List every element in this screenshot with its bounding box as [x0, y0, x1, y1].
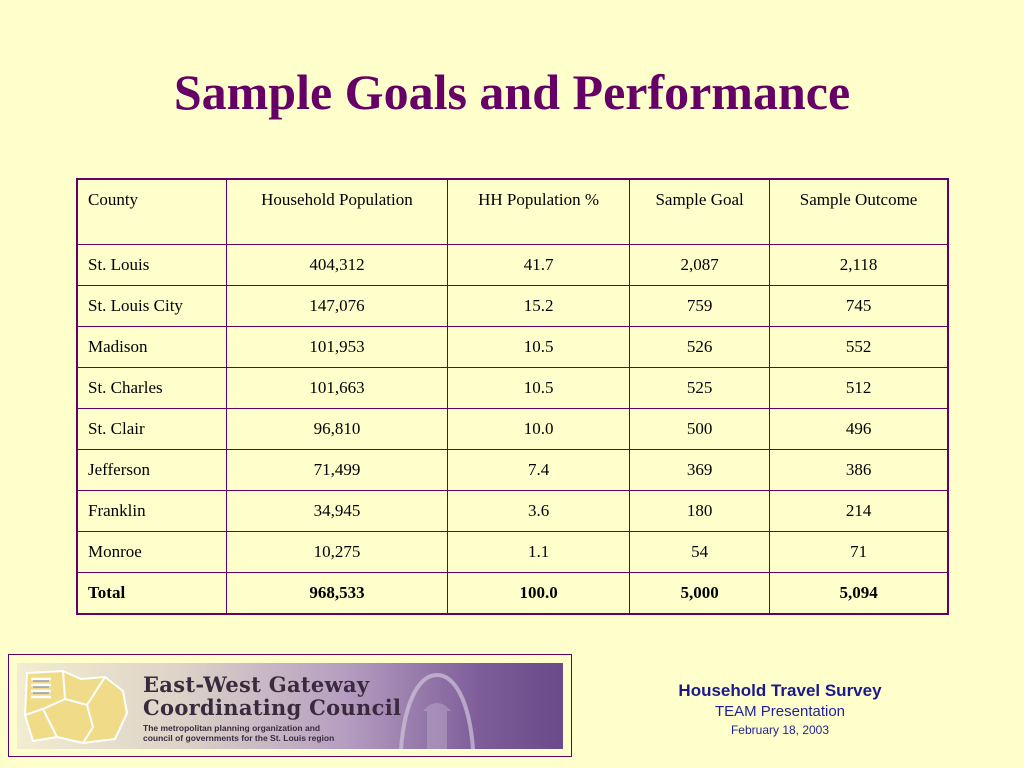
table-row: St. Clair 96,810 10.0 500 496 [76, 408, 949, 450]
cell-sample-outcome: 512 [769, 367, 949, 409]
cell-household-population: 96,810 [225, 408, 449, 450]
cell-sample-outcome: 71 [769, 531, 949, 573]
cell-hh-population-pct: 10.0 [447, 408, 631, 450]
table-header-row: County Household Population HH Populatio… [76, 178, 949, 245]
footer-date: February 18, 2003 [730, 723, 830, 737]
total-sample-goal: 5,000 [629, 572, 771, 615]
table-total-row: Total 968,533 100.0 5,000 5,094 [76, 572, 949, 615]
cell-sample-goal: 180 [629, 490, 771, 532]
logo-tagline-2: council of governments for the St. Louis… [143, 733, 335, 743]
logo-tagline-1: The metropolitan planning organization a… [143, 723, 321, 733]
cell-county: Jefferson [76, 449, 227, 491]
table-row: Monroe 10,275 1.1 54 71 [76, 531, 949, 573]
header-sample-goal: Sample Goal [629, 178, 771, 245]
cell-county: Monroe [76, 531, 227, 573]
cell-household-population: 10,275 [225, 531, 449, 573]
logo-line-2: Coordinating Council [143, 695, 402, 720]
table-row: Jefferson 71,499 7.4 369 386 [76, 449, 949, 491]
slide-title: Sample Goals and Performance [173, 64, 851, 120]
cell-sample-outcome: 386 [769, 449, 949, 491]
header-sample-outcome: Sample Outcome [769, 178, 949, 245]
cell-sample-outcome: 496 [769, 408, 949, 450]
cell-hh-population-pct: 10.5 [447, 367, 631, 409]
cell-county: St. Charles [76, 367, 227, 409]
sample-goals-table: County Household Population HH Populatio… [76, 178, 949, 615]
cell-hh-population-pct: 1.1 [447, 531, 631, 573]
cell-county: St. Clair [76, 408, 227, 450]
cell-county: St. Louis City [76, 285, 227, 327]
table-row: St. Charles 101,663 10.5 525 512 [76, 367, 949, 409]
cell-sample-outcome: 552 [769, 326, 949, 368]
logo-frame: East-West Gateway Coordinating Council T… [8, 654, 572, 757]
cell-sample-outcome: 2,118 [769, 244, 949, 286]
cell-household-population: 101,663 [225, 367, 449, 409]
cell-household-population: 71,499 [225, 449, 449, 491]
header-county: County [76, 178, 227, 245]
east-west-gateway-logo: East-West Gateway Coordinating Council T… [17, 663, 563, 749]
cell-sample-goal: 2,087 [629, 244, 771, 286]
slide-footer: Household Travel Survey TEAM Presentatio… [610, 680, 950, 739]
cell-sample-goal: 526 [629, 326, 771, 368]
cell-household-population: 147,076 [225, 285, 449, 327]
header-hh-population-pct: HH Population % [447, 178, 631, 245]
total-hh-population-pct: 100.0 [447, 572, 631, 615]
cell-sample-goal: 54 [629, 531, 771, 573]
logo-tagline: The metropolitan planning organization a… [143, 723, 334, 743]
cell-sample-outcome: 745 [769, 285, 949, 327]
cell-hh-population-pct: 3.6 [447, 490, 631, 532]
total-label: Total [76, 572, 227, 615]
cell-household-population: 34,945 [225, 490, 449, 532]
table-row: St. Louis City 147,076 15.2 759 745 [76, 285, 949, 327]
logo-line-1: East-West Gateway [143, 672, 370, 697]
cell-sample-goal: 500 [629, 408, 771, 450]
gateway-arch-icon [399, 672, 475, 749]
cell-county: Franklin [76, 490, 227, 532]
region-map-icon [23, 669, 129, 745]
cell-household-population: 101,953 [225, 326, 449, 368]
table-row: Madison 101,953 10.5 526 552 [76, 326, 949, 368]
cell-household-population: 404,312 [225, 244, 449, 286]
cell-hh-population-pct: 10.5 [447, 326, 631, 368]
cell-hh-population-pct: 15.2 [447, 285, 631, 327]
cell-sample-outcome: 214 [769, 490, 949, 532]
table-row: St. Louis 404,312 41.7 2,087 2,118 [76, 244, 949, 286]
logo-wordmark: East-West Gateway Coordinating Council [143, 673, 401, 719]
cell-sample-goal: 369 [629, 449, 771, 491]
cell-hh-population-pct: 41.7 [447, 244, 631, 286]
cell-county: St. Louis [76, 244, 227, 286]
footer-subtitle: TEAM Presentation [714, 703, 846, 720]
total-household-population: 968,533 [225, 572, 449, 615]
cell-county: Madison [76, 326, 227, 368]
cell-sample-goal: 525 [629, 367, 771, 409]
total-sample-outcome: 5,094 [769, 572, 949, 615]
header-household-population: Household Population [225, 178, 449, 245]
cell-sample-goal: 759 [629, 285, 771, 327]
cell-hh-population-pct: 7.4 [447, 449, 631, 491]
footer-title: Household Travel Survey [678, 681, 882, 700]
table-row: Franklin 34,945 3.6 180 214 [76, 490, 949, 532]
